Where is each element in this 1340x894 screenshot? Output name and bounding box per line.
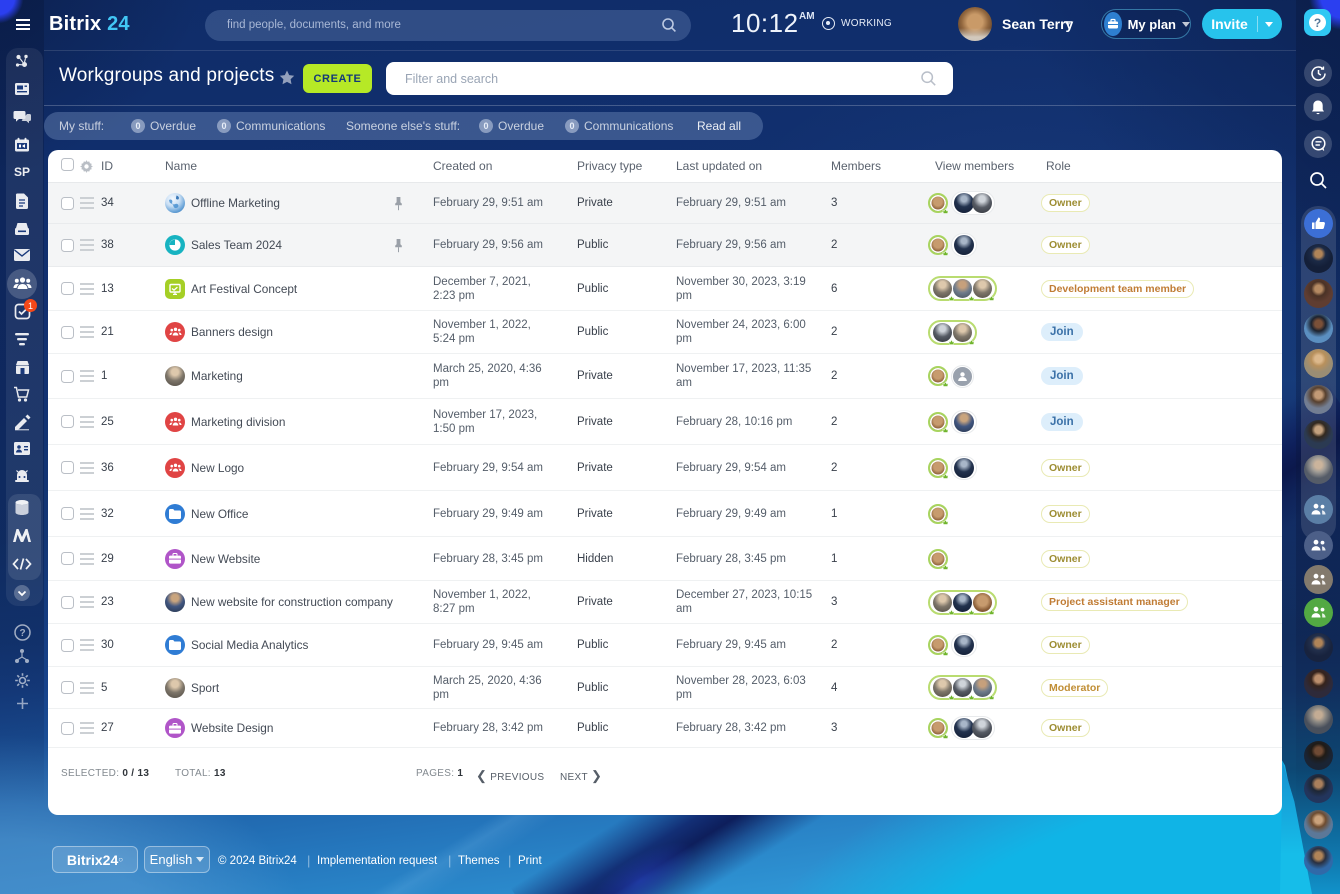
svg-text:?: ? (19, 628, 25, 639)
